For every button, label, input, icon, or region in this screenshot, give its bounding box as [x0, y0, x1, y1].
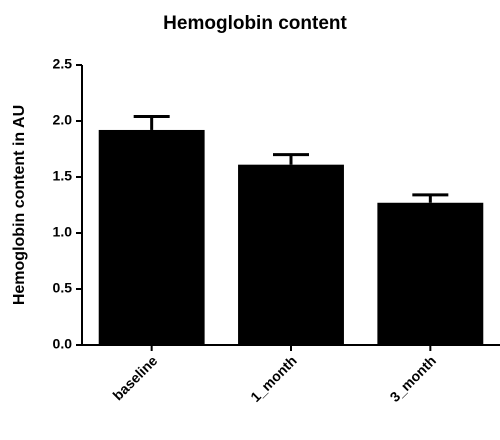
x-tick-label: 3_month	[387, 352, 440, 405]
y-tick-label: 2.0	[53, 112, 73, 128]
chart-title: Hemoglobin content	[163, 13, 347, 34]
y-tick-label: 1.5	[53, 168, 73, 184]
y-tick-label: 0.5	[53, 280, 73, 296]
y-tick-label: 1.0	[53, 224, 73, 240]
x-tick-label: baseline	[109, 352, 160, 403]
y-tick-label: 0.0	[53, 336, 73, 352]
x-tick-label: 1_month	[247, 352, 300, 405]
bar	[98, 129, 205, 345]
bar	[238, 164, 344, 345]
bar	[377, 202, 484, 345]
y-tick-label: 2.5	[53, 56, 73, 72]
y-axis-label: Hemoglobin content in AU	[11, 105, 28, 305]
